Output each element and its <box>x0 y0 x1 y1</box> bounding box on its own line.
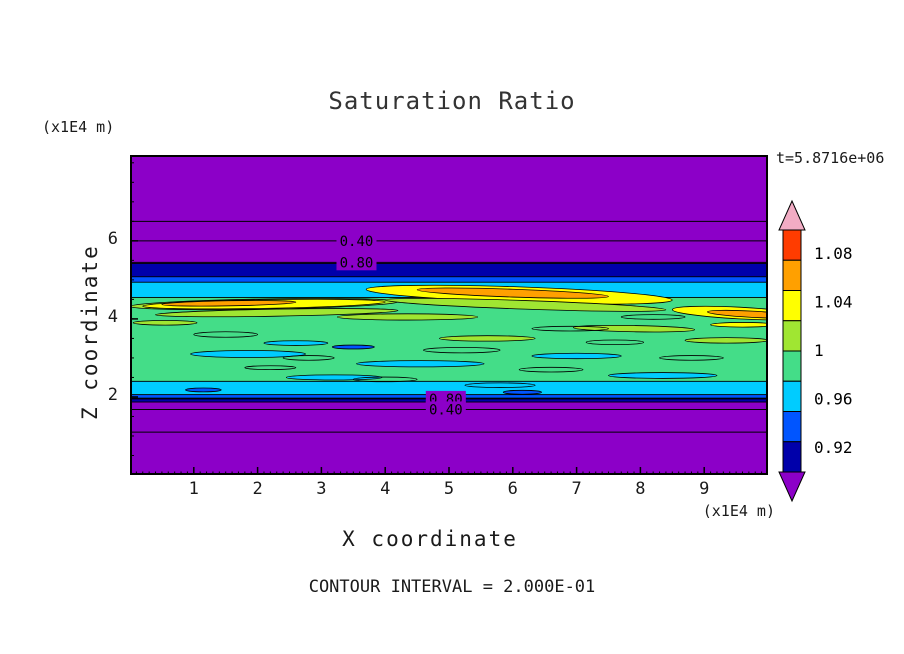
svg-text:1.04: 1.04 <box>814 293 853 312</box>
x-tick-label: 2 <box>252 479 263 499</box>
timestamp-label: t=5.8716e+06 <box>776 149 885 167</box>
x-tick-label: 5 <box>443 479 455 499</box>
x-axis-title: X coordinate <box>342 527 518 551</box>
colorbar-labels: 1.08 1.04 1 0.96 0.92 <box>814 244 853 457</box>
colorbar-above-arrow <box>778 199 806 231</box>
x-axis-tick-labels: 1 2 3 4 5 6 7 8 9 <box>0 479 904 503</box>
svg-text:0.96: 0.96 <box>814 389 853 408</box>
x-tick-label: 6 <box>507 479 518 499</box>
svg-text:0.92: 0.92 <box>814 438 853 457</box>
contour-line-labels: 0.400.800.800.40 <box>336 232 466 418</box>
colorbar-below-arrow <box>778 471 806 503</box>
svg-text:0.40: 0.40 <box>340 234 374 250</box>
svg-text:0.80: 0.80 <box>340 255 374 271</box>
x-axis-unit-label: (x1E4 m) <box>702 502 775 520</box>
colorbar-segments <box>782 229 802 473</box>
x-tick-label: 3 <box>316 479 327 499</box>
svg-text:1.08: 1.08 <box>814 244 853 263</box>
z-axis-unit-label: (x1E4 m) <box>42 118 115 136</box>
contour-interval-label: CONTOUR INTERVAL = 2.000E-01 <box>308 577 596 597</box>
plot-frame <box>130 155 768 475</box>
z-axis-tick-labels: 2 4 6 <box>90 0 118 654</box>
field-bands <box>130 263 768 403</box>
x-tick-label: 1 <box>188 479 199 499</box>
x-tick-label: 8 <box>635 479 646 499</box>
chart-title: Saturation Ratio <box>328 87 576 115</box>
contour-lines <box>130 220 768 433</box>
svg-text:0.40: 0.40 <box>429 402 463 418</box>
z-tick-label: 4 <box>107 306 118 327</box>
colorbar: 1.08 1.04 1 0.96 0.92 <box>778 199 853 503</box>
svg-text:1: 1 <box>814 341 824 360</box>
x-tick-label: 7 <box>571 479 582 499</box>
z-tick-label: 6 <box>107 228 118 249</box>
contour-plot: 0.400.800.800.40 <box>130 155 768 475</box>
x-tick-label: 4 <box>380 479 391 499</box>
field-streaks <box>130 284 768 395</box>
x-tick-label: 9 <box>699 479 710 499</box>
z-tick-label: 2 <box>107 384 118 405</box>
